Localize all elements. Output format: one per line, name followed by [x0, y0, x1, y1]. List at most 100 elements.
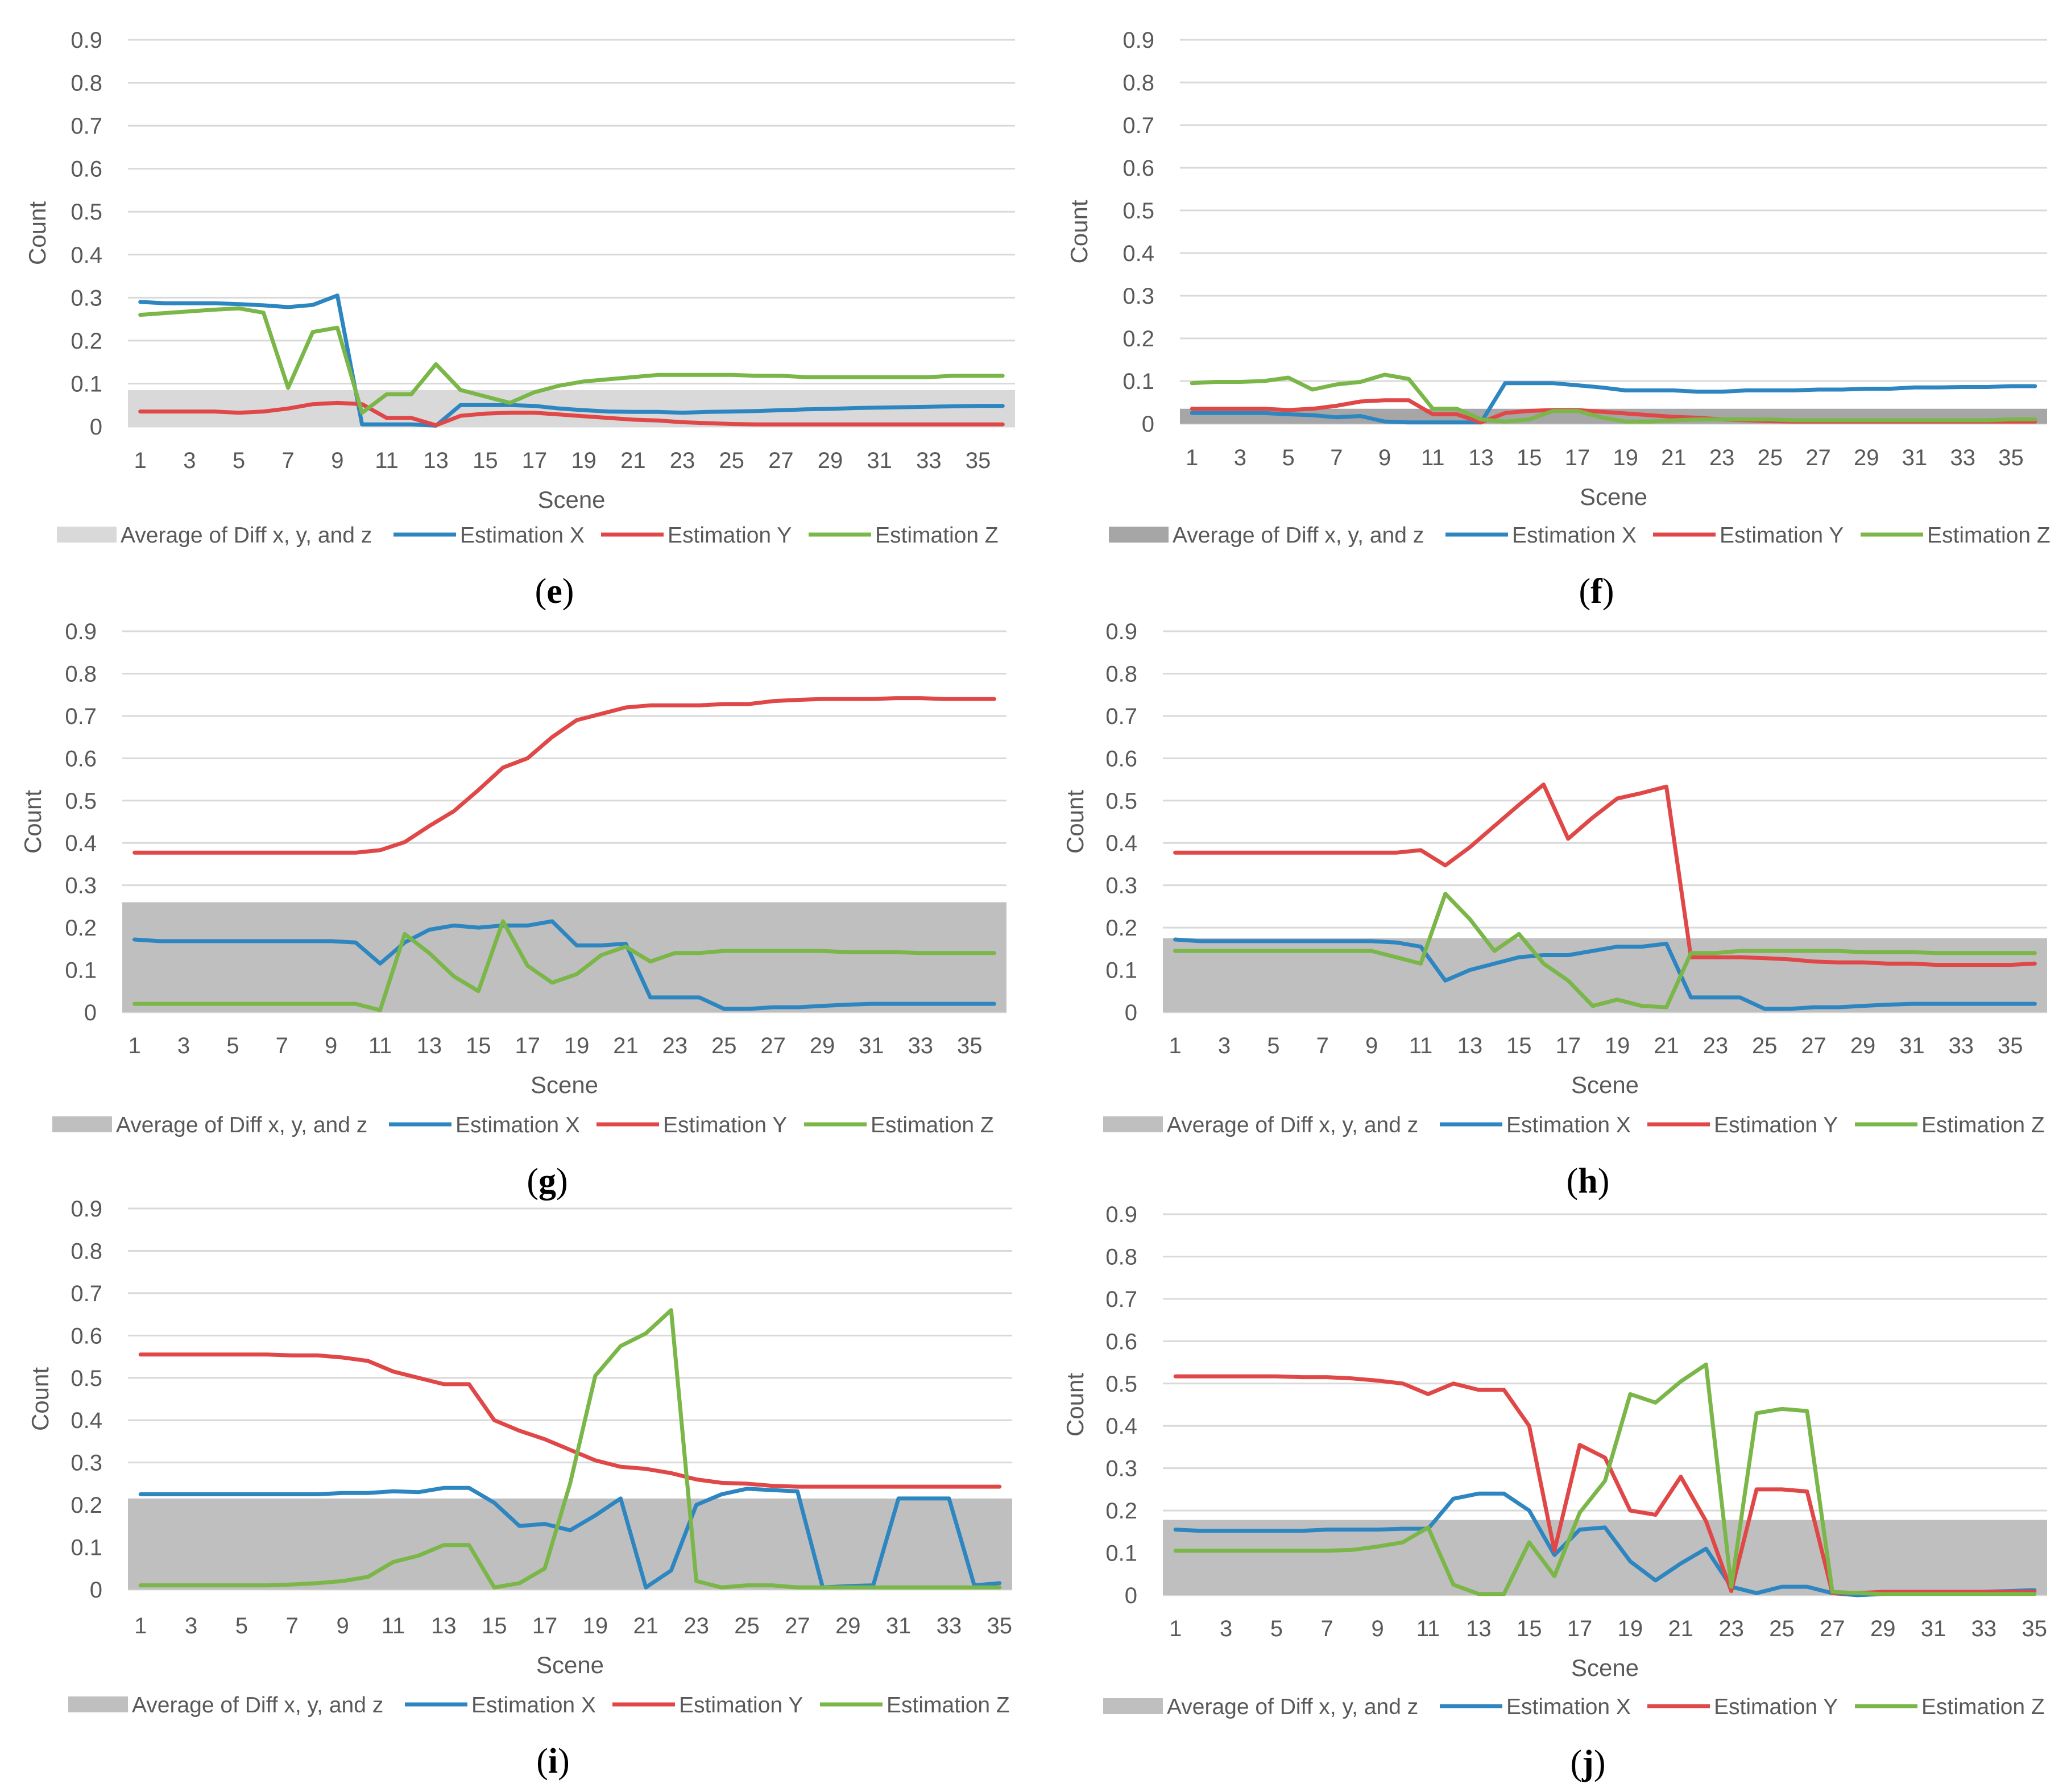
legend-swatch-band: [1103, 1698, 1163, 1714]
y-tick-label: 0.4: [71, 1408, 102, 1433]
legend-label: Average of Diff x, y, and z: [1167, 1695, 1418, 1719]
chart-panel-i: 00.10.20.30.40.50.60.70.80.91 3 5 7 9 11 13 15 1…: [27, 1197, 1012, 1781]
legend-label: Estimation Y: [663, 1113, 787, 1137]
y-tick-label: 0.9: [1105, 1202, 1137, 1227]
y-tick-label: 0.7: [71, 1281, 102, 1306]
legend-label: Estimation X: [1506, 1113, 1631, 1137]
y-tick-label: 0.6: [71, 1323, 102, 1348]
x-tick-label: 11: [375, 448, 399, 473]
legend-label: Estimation Y: [679, 1693, 803, 1717]
panel-label: (e): [535, 572, 574, 611]
legend-label: Estimation Z: [1921, 1695, 2045, 1719]
legend: Average of Diff x, y, and z Estimation X E…: [57, 523, 999, 548]
x-tick-label: 19: [564, 1033, 590, 1058]
x-tick-label: 33: [937, 1613, 962, 1638]
legend-label: Estimation Z: [871, 1113, 994, 1137]
y-tick-label: 0.1: [1122, 369, 1154, 394]
series-line-estimation-x: [138, 293, 1005, 428]
panel-label: (f): [1579, 572, 1614, 611]
y-tick-label: 0: [84, 1000, 97, 1025]
x-tick-label: 1: [134, 1613, 147, 1638]
x-tick-label: 13: [431, 1613, 457, 1638]
chart-panel-j: 00.10.20.30.40.50.60.70.80.91 3 5 7 9 11 13 15 1…: [1062, 1202, 2047, 1782]
y-tick-label: 0.8: [1122, 71, 1154, 96]
x-tick-label: 31: [886, 1613, 912, 1638]
x-tick-label: 3: [183, 448, 196, 473]
series-line-estimation-z: [1173, 1362, 2037, 1596]
y-tick-label: 0.2: [1105, 1499, 1137, 1524]
x-tick-label: 17: [515, 1033, 540, 1058]
x-axis-label: Scene: [1580, 483, 1647, 510]
y-tick-label: 0.2: [65, 916, 97, 941]
y-tick-label: 0: [1142, 412, 1154, 437]
average-diff-band: [128, 1498, 1012, 1590]
x-tick-label: 1: [1169, 1033, 1181, 1058]
series-line-estimation-x: [1173, 937, 2037, 1011]
x-tick-label: 9: [1372, 1616, 1384, 1641]
x-tick-label: 33: [1950, 445, 1975, 470]
legend-swatch-band: [1103, 1116, 1163, 1132]
average-diff-band: [122, 902, 1006, 1012]
y-tick-label: 0.6: [1105, 1329, 1137, 1354]
x-tick-label: 33: [1971, 1616, 1997, 1641]
y-tick-label: 0.8: [71, 71, 102, 96]
chart-panel-h: 00.10.20.30.40.50.60.70.80.91 3 5 7 9 11 13 15 1…: [1062, 619, 2047, 1201]
legend-label: Average of Diff x, y, and z: [121, 523, 372, 548]
y-tick-label: 0.3: [1122, 284, 1154, 309]
x-tick-label: 3: [177, 1033, 190, 1058]
x-tick-label: 25: [1769, 1616, 1795, 1641]
x-tick-label: 25: [734, 1613, 760, 1638]
legend: Average of Diff x, y, and z Estimation X E…: [1109, 523, 2051, 548]
legend-label: Estimation Z: [1927, 523, 2051, 548]
y-axis-label: Count: [1062, 1373, 1088, 1437]
x-tick-label: 23: [1709, 445, 1735, 470]
y-tick-label: 0: [90, 415, 102, 440]
x-tick-label: 35: [1998, 445, 2024, 470]
x-tick-label: 33: [908, 1033, 934, 1058]
x-tick-label: 13: [423, 448, 449, 473]
x-axis-label: Scene: [536, 1652, 604, 1678]
y-tick-label: 0.3: [71, 1451, 102, 1476]
y-tick-label: 0.7: [1105, 704, 1137, 729]
y-tick-label: 0: [1125, 1583, 1137, 1608]
x-tick-label: 17: [1567, 1616, 1593, 1641]
y-tick-label: 0.1: [1105, 958, 1137, 983]
y-tick-label: 0.7: [1122, 113, 1154, 138]
x-tick-label: 23: [670, 448, 695, 473]
x-tick-label: 3: [1218, 1033, 1231, 1058]
x-tick-label: 15: [473, 448, 498, 473]
x-tick-label: 23: [1718, 1616, 1744, 1641]
legend-label: Average of Diff x, y, and z: [116, 1113, 367, 1137]
y-axis-label: Count: [1062, 790, 1088, 854]
x-tick-label: 25: [711, 1033, 737, 1058]
x-tick-label: 7: [1321, 1616, 1333, 1641]
y-axis-label: Count: [1066, 200, 1092, 263]
x-tick-label: 35: [957, 1033, 983, 1058]
series-line-estimation-y: [1173, 783, 2037, 967]
y-tick-label: 0.2: [71, 329, 102, 354]
x-tick-label: 5: [1267, 1033, 1279, 1058]
y-tick-label: 0.2: [1122, 326, 1154, 351]
x-tick-label: 23: [662, 1033, 688, 1058]
x-tick-label: 3: [185, 1613, 197, 1638]
x-tick-label: 31: [1899, 1033, 1925, 1058]
x-tick-label: 7: [286, 1613, 299, 1638]
x-tick-label: 29: [810, 1033, 835, 1058]
chart-panel-g: 00.10.20.30.40.50.60.70.80.91 3 5 7 9 11 13 15 1…: [19, 619, 1006, 1201]
x-tick-label: 13: [1468, 445, 1494, 470]
y-tick-label: 0.1: [1105, 1541, 1137, 1566]
x-tick-label: 19: [583, 1613, 608, 1638]
x-tick-label: 5: [1270, 1616, 1283, 1641]
panel-label: (g): [527, 1162, 568, 1201]
y-tick-label: 0.9: [1105, 619, 1137, 644]
y-tick-label: 0: [1125, 1000, 1137, 1025]
x-tick-label: 5: [235, 1613, 248, 1638]
x-axis-label: Scene: [1571, 1654, 1639, 1681]
legend-label: Estimation Y: [1714, 1695, 1838, 1719]
y-tick-label: 0.5: [1105, 789, 1137, 814]
y-tick-label: 0.6: [71, 157, 102, 182]
x-tick-label: 7: [282, 448, 295, 473]
legend-label: Estimation Z: [887, 1693, 1010, 1717]
legend-label: Average of Diff x, y, and z: [132, 1693, 383, 1717]
